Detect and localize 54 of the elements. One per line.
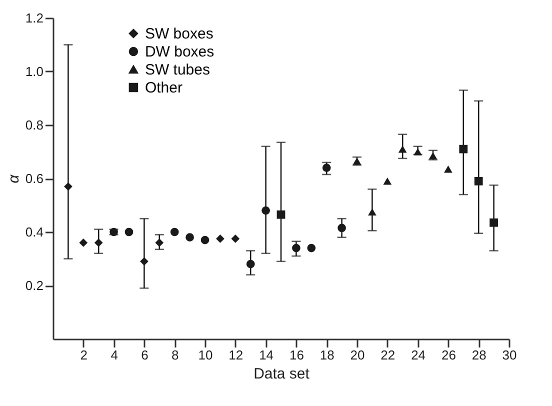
x-tick-label: 20 xyxy=(350,348,365,362)
point xyxy=(444,166,452,173)
point xyxy=(140,257,148,266)
point xyxy=(490,218,498,227)
y-tick-label: 0.6 xyxy=(25,171,44,186)
point xyxy=(262,206,270,215)
legend-label: SW boxes xyxy=(144,26,214,42)
point xyxy=(170,228,179,236)
x-tick-label: 10 xyxy=(198,348,213,362)
x-tick-label: 24 xyxy=(411,348,426,362)
point xyxy=(398,145,407,153)
legend-label: SW tubes xyxy=(144,62,210,78)
point xyxy=(428,152,438,160)
x-tick-label: 6 xyxy=(141,348,148,362)
point xyxy=(276,210,286,219)
point xyxy=(307,244,316,252)
x-tick-label: 28 xyxy=(472,348,486,362)
point xyxy=(474,176,483,186)
x-tick-label: 16 xyxy=(289,348,304,362)
point xyxy=(368,208,376,216)
point xyxy=(322,164,331,172)
point xyxy=(200,236,210,244)
point xyxy=(231,234,240,243)
y-tick-label: 0.2 xyxy=(25,278,44,293)
x-tick-label: 18 xyxy=(320,348,334,362)
y-tick-label: 0.8 xyxy=(25,118,44,132)
x-tick-label: 30 xyxy=(502,348,517,362)
y-tick-label: 1.2 xyxy=(25,10,44,26)
x-axis-title: Data set xyxy=(254,366,310,382)
y-axis-title: α xyxy=(5,174,22,184)
x-tick-label: 14 xyxy=(259,348,274,362)
point xyxy=(124,228,134,236)
point xyxy=(79,238,88,247)
y-tick-label: 0.4 xyxy=(25,224,44,240)
y-tick-label: 1.0 xyxy=(25,64,44,79)
point xyxy=(155,238,164,247)
point xyxy=(414,148,422,156)
point xyxy=(186,233,194,242)
point xyxy=(459,144,468,154)
point xyxy=(94,238,103,247)
x-tick-label: 26 xyxy=(441,348,456,362)
x-tick-label: 22 xyxy=(380,348,396,362)
point xyxy=(292,244,300,252)
x-tick-label: 8 xyxy=(171,348,179,362)
point xyxy=(383,178,392,185)
legend-label: DW boxes xyxy=(144,44,214,60)
point xyxy=(64,182,72,191)
legend-label: Other xyxy=(144,80,182,96)
x-tick-label: 12 xyxy=(228,348,244,362)
x-tick-label: 4 xyxy=(110,348,118,362)
point xyxy=(216,234,224,243)
point xyxy=(246,260,255,268)
x-tick-label: 2 xyxy=(80,348,88,362)
point xyxy=(338,224,346,232)
